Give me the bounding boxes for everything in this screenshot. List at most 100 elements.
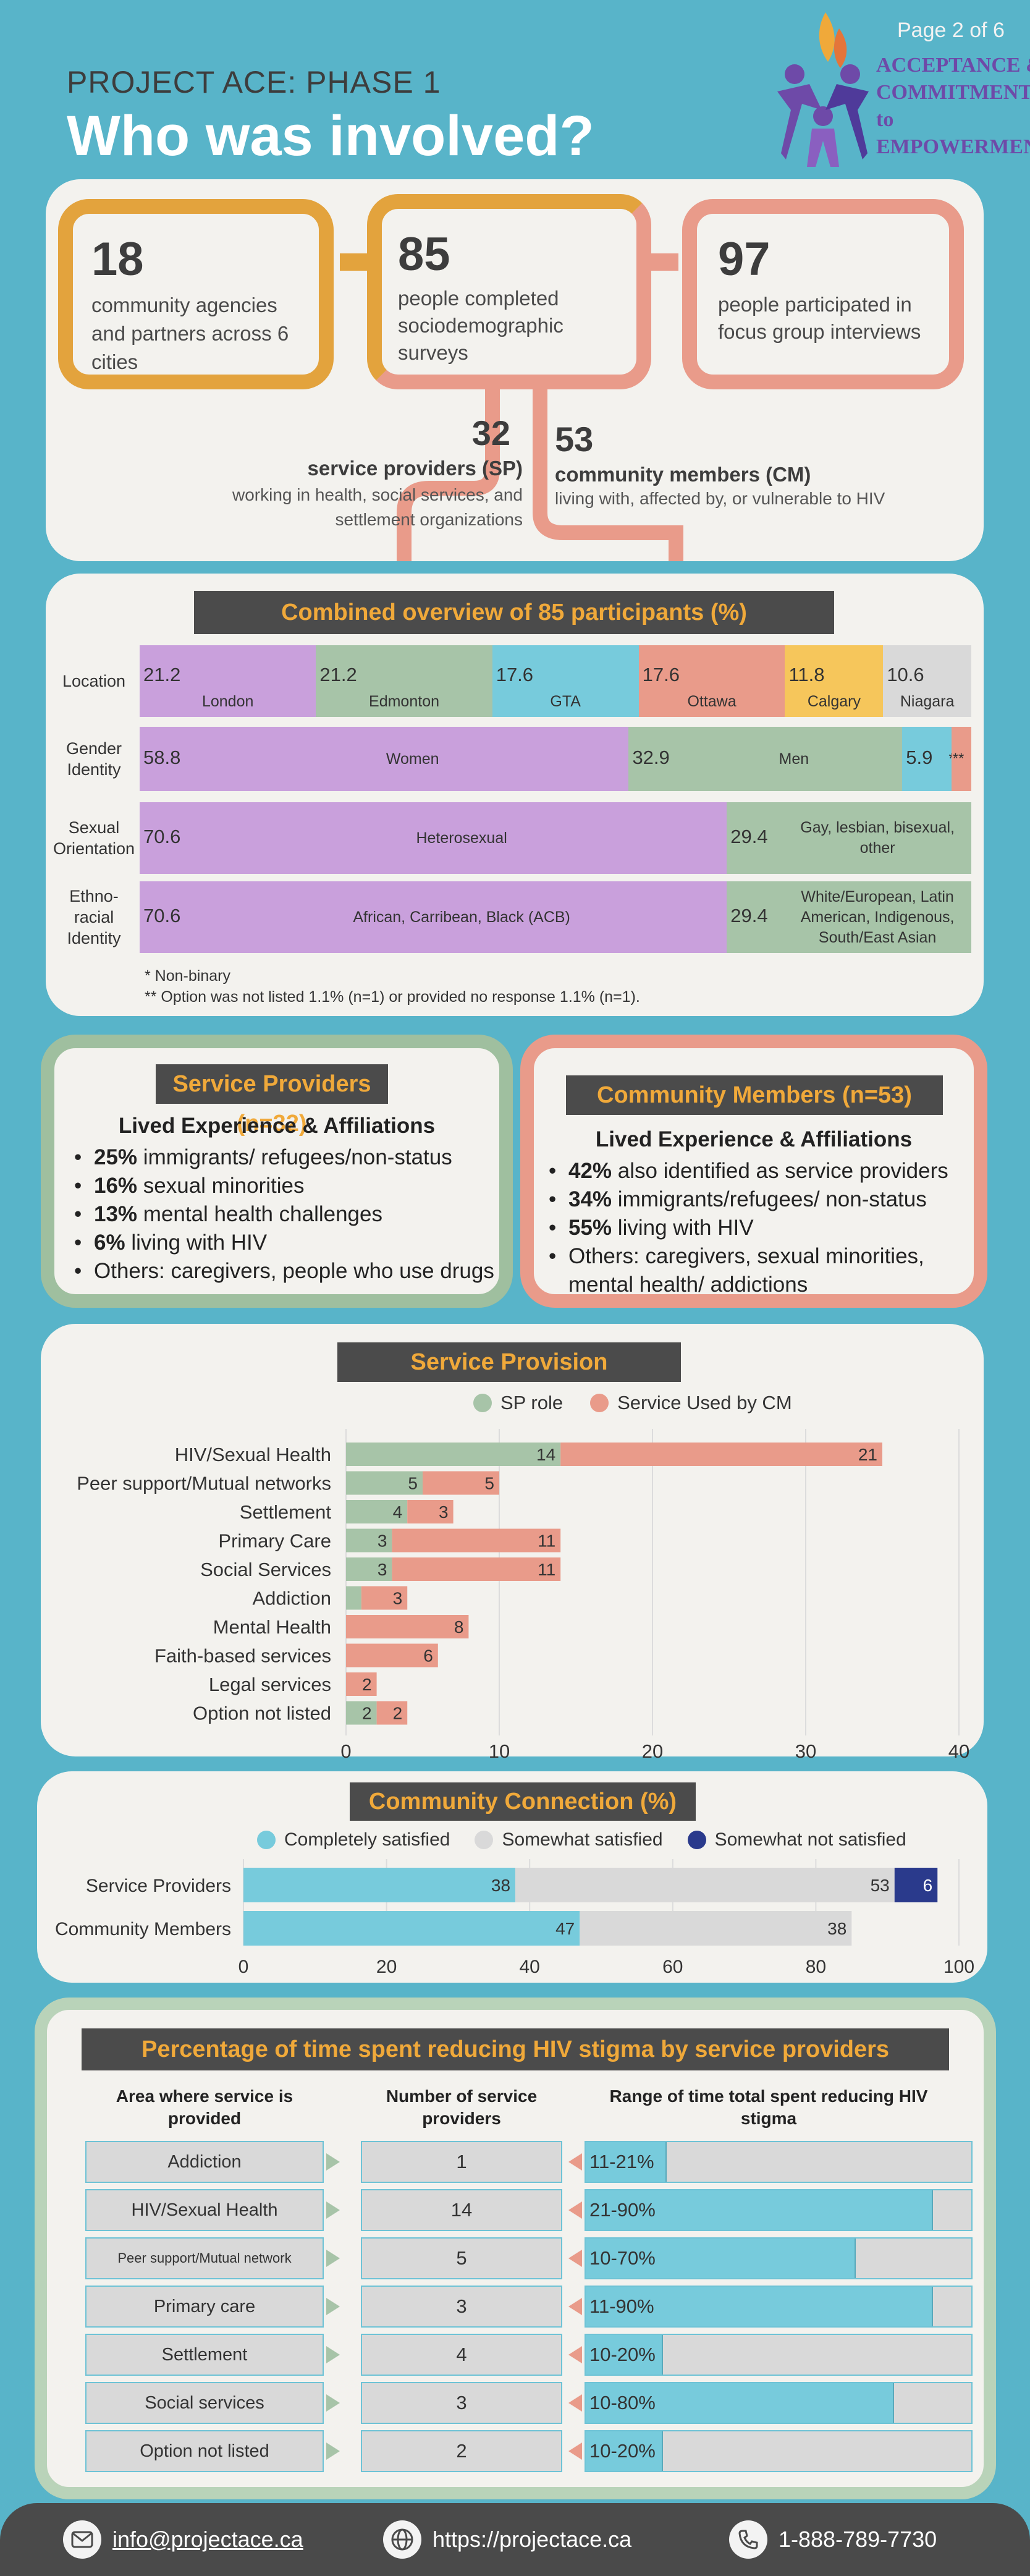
- arrow-left-icon: [568, 2250, 582, 2267]
- bar-segment: [346, 1557, 392, 1581]
- category-label: Legal services: [209, 1674, 331, 1695]
- footer-email[interactable]: info@projectace.ca: [63, 2520, 303, 2559]
- logo: ACCEPTANCE & COMMITMENT to EMPOWERMENT: [759, 5, 1030, 172]
- bar-segment: [894, 1868, 938, 1902]
- category-label: Social Services: [200, 1559, 331, 1580]
- x-tick-label: 40: [948, 1740, 969, 1762]
- range-cell: 10-20%: [585, 2334, 973, 2376]
- overview-row-label: Gender Identity: [65, 739, 122, 779]
- list-item: • 25% immigrants/ refugees/non-status: [72, 1143, 498, 1172]
- bar-value-label: 4: [393, 1502, 403, 1522]
- overview-segment: 29.4 Gay, lesbian, bisexual, other: [727, 802, 971, 874]
- list-item-percent: 25%: [94, 1145, 138, 1169]
- x-tick-label: 40: [520, 1957, 540, 1977]
- count-cell: 4: [361, 2334, 562, 2376]
- email-link[interactable]: info@projectace.ca: [112, 2527, 303, 2552]
- surveys-number: 85: [398, 228, 450, 281]
- sp-box-title: Service Providers (n=32): [156, 1064, 388, 1137]
- range-text: 10-20%: [589, 2440, 656, 2462]
- arrow-right-icon: [326, 2250, 340, 2267]
- range-fill: [586, 2287, 933, 2326]
- overview-segment-name: London: [201, 693, 254, 710]
- legend-label: Somewhat satisfied: [502, 1829, 663, 1850]
- range-fill: [586, 2190, 933, 2230]
- range-text: 10-20%: [589, 2344, 656, 2365]
- bar-value-label: 6: [423, 1646, 433, 1666]
- footer-web[interactable]: https://projectace.ca: [383, 2520, 631, 2559]
- bar-segment: [407, 1500, 454, 1523]
- arrow-left-icon: [568, 2201, 582, 2219]
- overview-segment: 5.9*: [902, 727, 955, 791]
- bar-segment: [346, 1443, 561, 1466]
- list-item: • Others: caregivers, people who use drug…: [72, 1257, 498, 1286]
- category-label: Settlement: [240, 1501, 332, 1523]
- x-tick-label: 20: [376, 1957, 397, 1977]
- logo-line-1: ACCEPTANCE &: [876, 54, 1030, 77]
- cm-stat: 53 community members (CM) living with, a…: [555, 419, 963, 509]
- area-cell: Primary care: [85, 2286, 324, 2328]
- legend-label: Completely satisfied: [284, 1829, 450, 1850]
- list-item: • 42% also identified as service provider…: [546, 1157, 973, 1185]
- service-provision-chart: 0 10 20 30 40 HIV/Sexual Health 14 21 Peer suppo…: [77, 1429, 969, 1762]
- bar-segment: [423, 1471, 499, 1495]
- arrow-left-icon: [568, 2394, 582, 2412]
- category-label: Service Providers: [86, 1876, 231, 1896]
- overview-segment-name: GTA: [550, 693, 581, 710]
- phone-text[interactable]: 1-888-789-7730: [779, 2527, 937, 2552]
- bar-value-label: 3: [393, 1589, 403, 1608]
- overview-segment: 58.8 Women: [140, 727, 629, 791]
- area-cell: Social services: [85, 2382, 324, 2424]
- sp-text: working in health, social services, and …: [232, 485, 523, 529]
- legend-swatch: [473, 1394, 492, 1412]
- legend-swatch: [475, 1831, 494, 1849]
- legend-item: SP role: [473, 1392, 563, 1414]
- bar-segment: [580, 1911, 852, 1946]
- community-connection-chart: 0 20 40 60 80 100 Service Providers 38 53 6 Commun…: [55, 1859, 974, 1977]
- overview-segment-value: 29.4: [730, 905, 768, 926]
- legend-swatch: [257, 1831, 276, 1849]
- list-item-percent: 16%: [94, 1174, 138, 1198]
- legend-item: Completely satisfied: [257, 1829, 450, 1850]
- bar-value-label: 11: [538, 1560, 555, 1579]
- service-provision-legend: SP role Service Used by CM: [473, 1392, 792, 1414]
- range-text: 21-90%: [589, 2199, 656, 2221]
- bar-segment: [346, 1528, 392, 1553]
- stigma-card: Percentage of time spent reducing HIV st…: [35, 1998, 996, 2499]
- category-label: Primary Care: [218, 1530, 331, 1552]
- bar-value-label: 2: [393, 1704, 403, 1723]
- sp-title: service providers (SP): [307, 457, 523, 480]
- bar-segment: [560, 1443, 882, 1466]
- bar-value-label: 14: [536, 1445, 555, 1464]
- count-cell: 1: [361, 2141, 562, 2183]
- list-item-text: living with HIV: [125, 1231, 268, 1255]
- bar-value-label: 5: [408, 1474, 418, 1493]
- list-item: • 55% living with HIV: [546, 1214, 973, 1242]
- service-provision-card: Service Provision SP role Service Used by…: [41, 1324, 984, 1762]
- overview-note-1: * Non-binary: [145, 967, 230, 985]
- bullet-icon: •: [549, 1216, 557, 1240]
- cm-number: 53: [555, 420, 594, 459]
- bar-segment: [346, 1586, 361, 1610]
- overview-segment: 70.6 Heterosexual: [140, 802, 727, 874]
- logo-text: ACCEPTANCE & COMMITMENT to EMPOWERMENT: [876, 52, 1030, 161]
- sp-box: Service Providers (n=32) Lived Experienc…: [41, 1035, 513, 1308]
- bullet-icon: •: [549, 1159, 557, 1183]
- cm-box: Community Members (n=53) Lived Experienc…: [520, 1035, 987, 1308]
- sp-number: 32: [471, 413, 510, 452]
- arrow-left-icon: [568, 2346, 582, 2363]
- x-tick-label: 20: [642, 1740, 663, 1762]
- surveys-stat: 85 people completed sociodemographic sur…: [367, 194, 651, 389]
- cm-box-title: Community Members (n=53): [566, 1075, 943, 1115]
- category-label: Peer support/Mutual networks: [77, 1473, 331, 1494]
- overview-segment-value: 21.2: [319, 664, 357, 685]
- bar-segment: [346, 1500, 408, 1523]
- overview-segment-name: Men: [779, 750, 809, 768]
- list-item-text: living with HIV: [612, 1216, 754, 1240]
- web-link[interactable]: https://projectace.ca: [433, 2527, 632, 2552]
- range-text: 10-80%: [589, 2392, 656, 2413]
- list-item-text: also identified as service providers: [612, 1159, 948, 1183]
- footer-phone[interactable]: 1-888-789-7730: [729, 2520, 937, 2559]
- list-item: • Others: caregivers, sexual minorities, …: [546, 1242, 973, 1299]
- overview-segment-name: Women: [386, 750, 439, 768]
- overview-segment-value: 29.4: [730, 826, 768, 847]
